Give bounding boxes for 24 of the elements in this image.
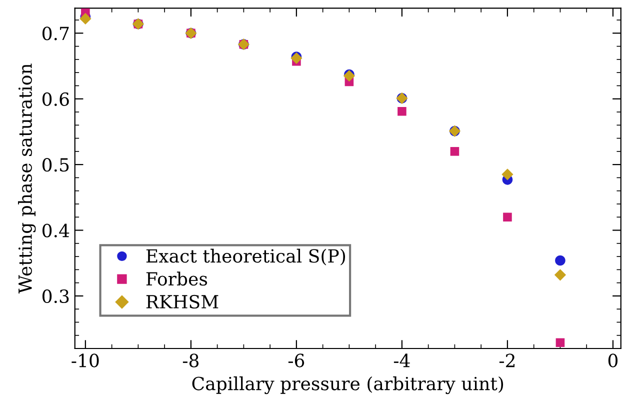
x-tick-label: 0 — [608, 354, 618, 368]
x-tick-label: -8 — [182, 354, 199, 368]
x-axis-title: Capillary pressure (arbitrary uint) — [192, 376, 504, 394]
y-tick-label: 0.5 — [42, 158, 69, 172]
point — [450, 147, 460, 156]
point — [502, 168, 514, 180]
y-tick-label: 0.6 — [42, 92, 69, 106]
x-tick-label: -4 — [394, 354, 410, 368]
y-axis-title: Wetting phase saturation — [18, 64, 36, 294]
x-tick-label: -6 — [288, 354, 304, 368]
legend-label: Forbes — [146, 272, 208, 286]
y-tick-label: 0.4 — [42, 224, 70, 238]
point — [80, 12, 92, 25]
legend-label: Exact theoretical S(P) — [146, 248, 346, 266]
point — [555, 255, 566, 266]
point — [554, 269, 566, 281]
x-tick-label: -2 — [499, 354, 514, 368]
y-tick-label: 0.3 — [42, 289, 69, 304]
point — [556, 338, 565, 347]
legend-label: RKHSM — [146, 294, 218, 309]
point — [503, 212, 512, 222]
y-tick-label: 0.7 — [42, 26, 69, 40]
x-tick-label: -10 — [72, 354, 99, 368]
point — [398, 106, 406, 116]
